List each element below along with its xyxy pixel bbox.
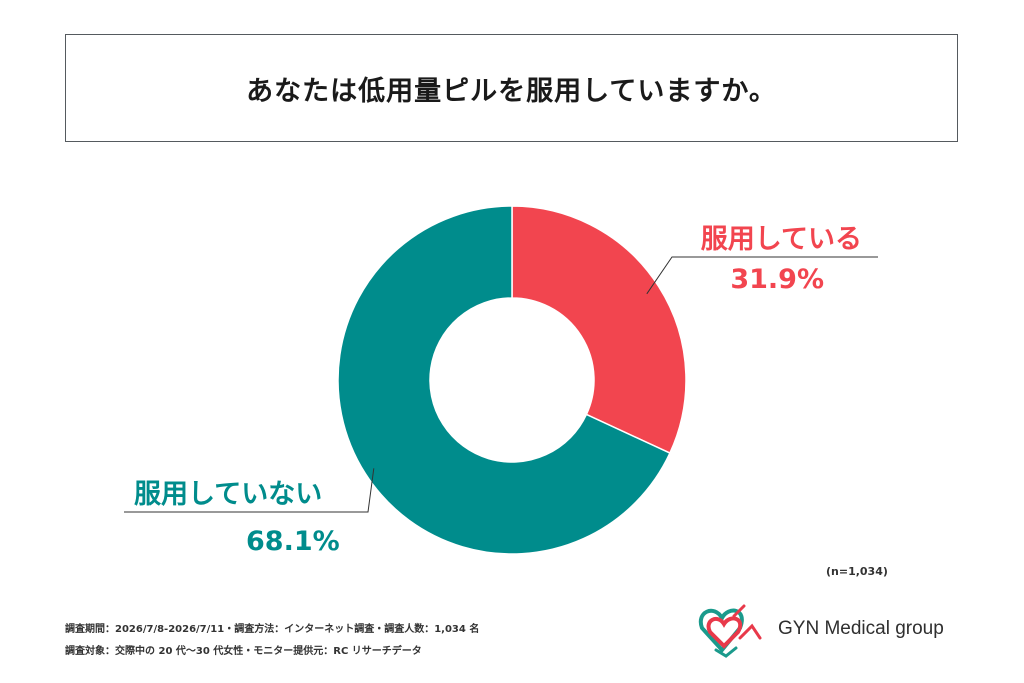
donut-slice-2 [337, 205, 671, 555]
sample-size: (n=1,034) [826, 565, 888, 578]
value-label-2: 68.1% [246, 526, 340, 557]
gyn-heart-logo-icon [698, 604, 762, 658]
category-label-1: 服用している [701, 224, 862, 255]
leader-line-1 [646, 256, 878, 295]
footnote-survey-target: 調査対象：交際中の 20 代〜30 代女性・モニター提供元：RC リサーチデータ [65, 646, 422, 657]
footnote-survey-period: 調査期間：2026/7/8-2026/7/11・調査方法：インターネット調査・調… [65, 624, 480, 635]
category-label-2: 服用していない [134, 479, 322, 510]
donut-slice-1 [511, 205, 687, 455]
chart-title: あなたは低用量ピルを服用していますか。 [246, 75, 777, 107]
value-label-1: 31.9% [730, 264, 824, 295]
company-logo: GYN Medical group [690, 598, 970, 662]
logo-text: GYN Medical group [778, 618, 944, 639]
leader-line-2 [124, 468, 375, 513]
title-box: あなたは低用量ピルを服用していますか。 [65, 34, 958, 142]
